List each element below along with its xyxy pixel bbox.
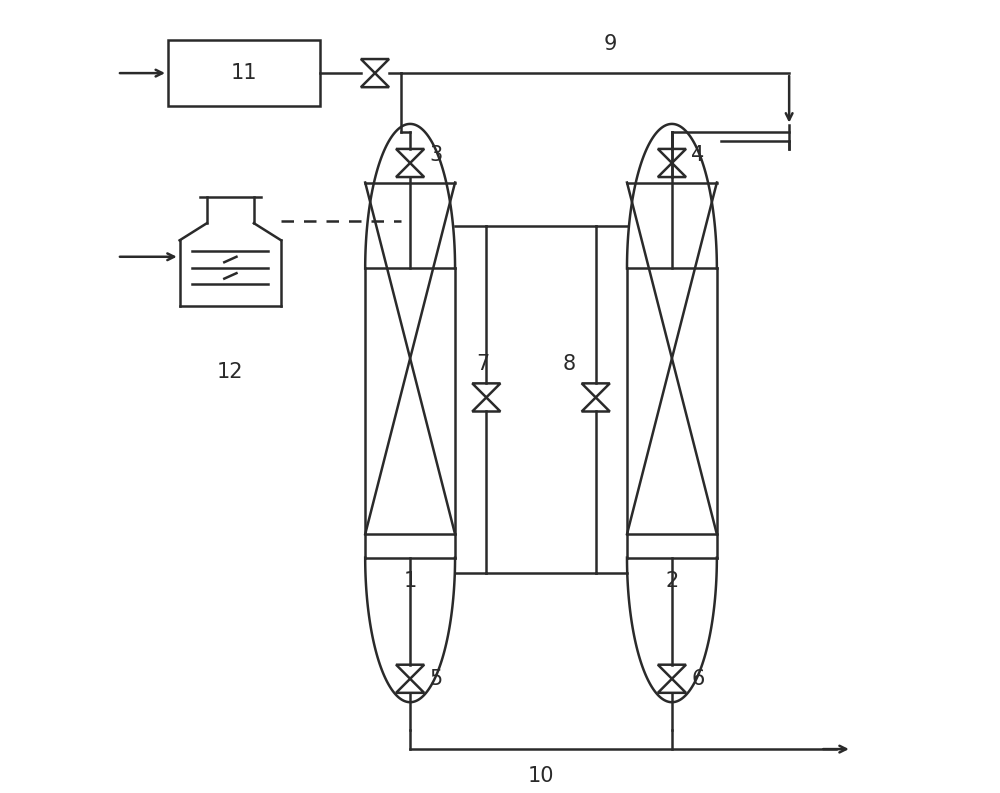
Text: 5: 5 [430,668,443,689]
Text: 10: 10 [528,766,554,787]
Text: 1: 1 [404,571,417,591]
Text: 8: 8 [563,354,576,374]
Text: 11: 11 [231,63,257,83]
Text: 7: 7 [476,354,489,374]
Text: 6: 6 [691,668,705,689]
Text: 4: 4 [691,145,705,165]
Text: 9: 9 [604,33,617,54]
Text: 3: 3 [430,145,443,165]
Text: 12: 12 [217,362,244,382]
Text: 2: 2 [665,571,679,591]
